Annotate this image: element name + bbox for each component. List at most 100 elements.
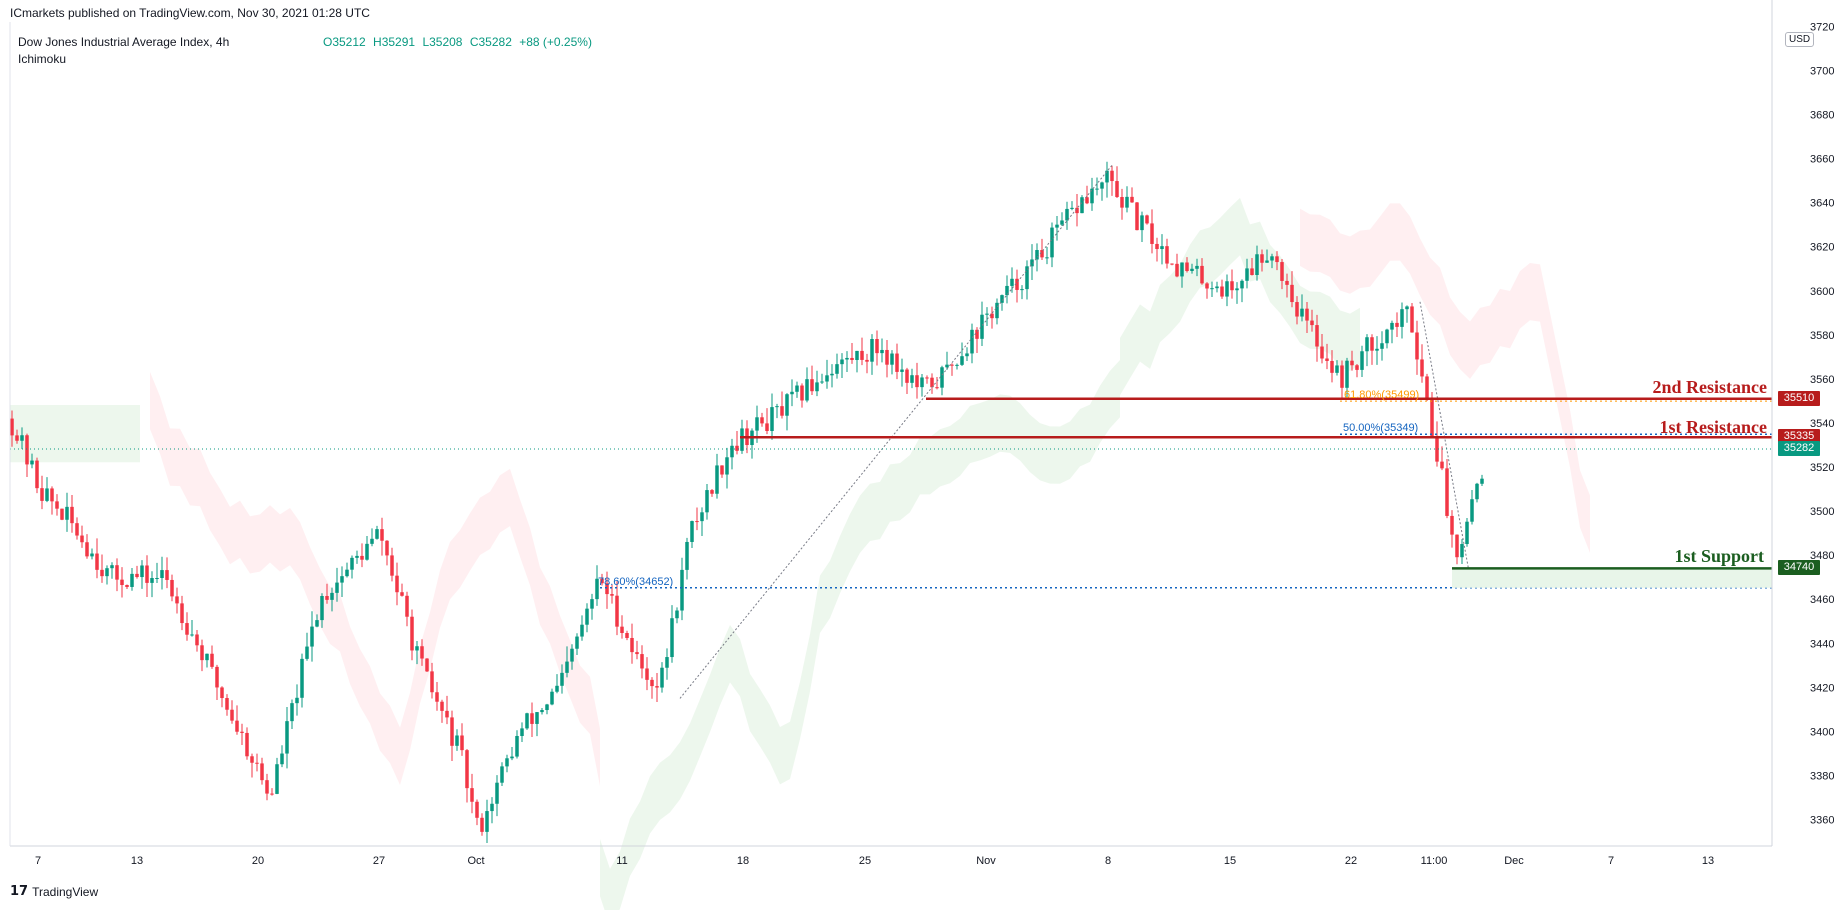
candle-body (265, 780, 269, 794)
candle-body (520, 728, 524, 736)
candle-body (195, 634, 199, 646)
candle-body (1125, 196, 1129, 208)
candle-body (225, 698, 229, 710)
candle-body (230, 709, 234, 721)
candle-body (325, 595, 329, 600)
candle-body (75, 523, 79, 536)
candle-body (410, 616, 414, 651)
candle-body (530, 713, 534, 724)
y-tick-label: 36400 (1810, 198, 1834, 210)
candle-body (1005, 285, 1009, 296)
candle-body (565, 661, 569, 673)
candle-body (450, 717, 454, 746)
symbol-title[interactable]: Dow Jones Industrial Average Index, 4h (18, 35, 230, 49)
candle-body (535, 712, 539, 724)
candle-body (60, 508, 64, 520)
candle-body (560, 672, 564, 686)
fib-trend-line (1419, 301, 1471, 578)
candle-body (600, 578, 604, 584)
candle-body (835, 364, 839, 374)
candle-body (280, 753, 284, 765)
candle-body (1180, 262, 1184, 277)
candle-body (1075, 207, 1079, 214)
candle-body (900, 369, 904, 372)
candle-body (1365, 337, 1369, 352)
candle-body (485, 811, 489, 832)
candle-body (370, 538, 374, 544)
candle-body (935, 387, 939, 389)
candle-body (1440, 461, 1444, 469)
candle-body (150, 578, 154, 583)
candle-body (1100, 182, 1104, 189)
candle-body (650, 679, 654, 687)
candle-body (685, 541, 689, 570)
candle-body (585, 608, 589, 625)
candle-body (805, 379, 809, 401)
y-tick-label: 36600 (1810, 154, 1834, 166)
candle-body (660, 667, 664, 688)
x-tick-label: 7 (1608, 855, 1614, 867)
x-tick-label: 11:00 (1421, 855, 1448, 867)
candle-body (275, 764, 279, 794)
candle-body (625, 633, 629, 638)
candle-body (1140, 215, 1144, 231)
candle-body (1300, 308, 1304, 317)
candle-body (1430, 397, 1434, 436)
candle-body (850, 357, 854, 360)
candle-body (1230, 281, 1234, 291)
candle-body (1150, 223, 1154, 244)
y-tick-label: 35800 (1810, 330, 1834, 342)
candle-body (1465, 521, 1469, 545)
x-tick-label: 15 (1224, 855, 1236, 867)
high-value: H35291 (373, 35, 416, 49)
y-tick-label: 34800 (1810, 550, 1834, 562)
candle-body (730, 445, 734, 458)
candle-body (1275, 256, 1279, 263)
candle-body (300, 658, 304, 698)
candle-body (1375, 348, 1379, 351)
candle-body (345, 569, 349, 577)
candle-body (420, 646, 424, 659)
candle-body (315, 620, 319, 627)
candle-body (575, 636, 579, 649)
candle-body (15, 435, 19, 441)
tradingview-footer[interactable]: 𝟭𝟳 TradingView (10, 884, 98, 899)
candle-body (415, 646, 419, 651)
candle-body (1190, 268, 1194, 271)
candle-body (505, 758, 509, 767)
candle-body (65, 506, 69, 520)
candle-body (495, 782, 499, 804)
candle-body (1350, 360, 1354, 366)
candle-body (635, 652, 639, 655)
candle-body (845, 357, 849, 360)
candle-body (1255, 254, 1259, 276)
y-tick-label: 35400 (1810, 418, 1834, 430)
candle-body (1195, 265, 1199, 269)
candle-body (790, 391, 794, 395)
candle-body (820, 381, 824, 383)
candle-body (260, 763, 264, 781)
candle-body (435, 692, 439, 702)
fib-level-label: 78.60%(34652) (598, 576, 673, 588)
candle-body (705, 490, 709, 513)
candle-body (1240, 280, 1244, 289)
candle-body (1405, 306, 1409, 310)
candle-body (1170, 263, 1174, 265)
level-name-label: 2nd Resistance (1652, 376, 1767, 397)
candle-body (235, 720, 239, 732)
currency-button[interactable]: USD (1785, 32, 1815, 47)
candle-body (270, 793, 274, 795)
candle-body (695, 521, 699, 523)
candle-body (615, 595, 619, 627)
candle-body (920, 377, 924, 388)
candle-body (170, 579, 174, 597)
candle-body (100, 569, 104, 577)
candle-body (680, 569, 684, 611)
x-tick-label: 18 (737, 855, 749, 867)
indicator-name[interactable]: Ichimoku (18, 52, 67, 66)
y-tick-label: 37200 (1810, 21, 1834, 33)
candle-body (1290, 284, 1294, 303)
candle-body (590, 599, 594, 609)
low-value: L35208 (422, 35, 463, 49)
